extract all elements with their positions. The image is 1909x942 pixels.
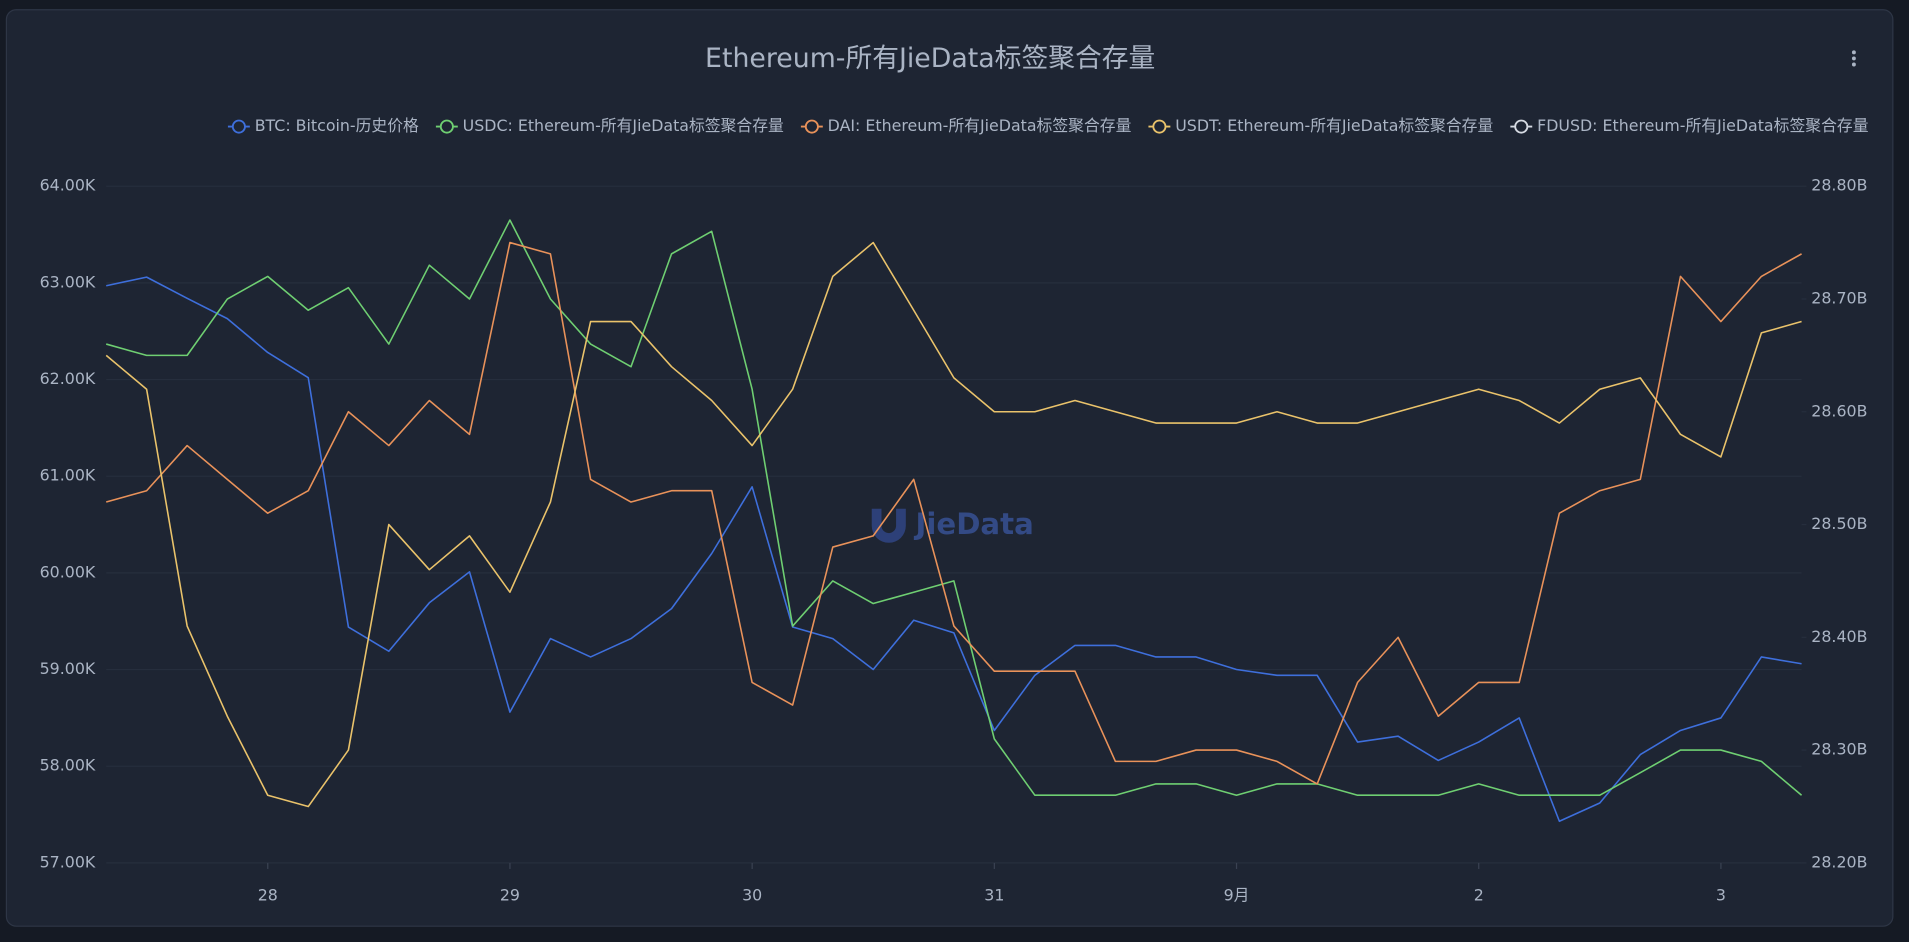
y2-tick-label: 28.70B <box>1811 288 1867 307</box>
legend-marker <box>1152 119 1167 134</box>
legend-marker <box>1514 119 1529 134</box>
series-line <box>106 276 1802 823</box>
series-line <box>105 219 1803 797</box>
series-line <box>105 241 1802 808</box>
x-tick-label: 2 <box>1474 885 1484 904</box>
legend-marker <box>231 119 246 134</box>
y-tick-label: 62.00K <box>40 369 96 388</box>
legend-item[interactable]: FDUSD: Ethereum-所有JieData标签聚合存量 <box>1510 116 1869 135</box>
y2-tick-label: 28.60B <box>1811 401 1867 420</box>
menu-button[interactable] <box>1851 50 1856 67</box>
legend-label: DAI: Ethereum-所有JieData标签聚合存量 <box>828 116 1132 135</box>
y2-tick-label: 28.30B <box>1811 740 1867 759</box>
y-tick-label: 61.00K <box>40 466 96 485</box>
x-tick-label: 30 <box>742 885 762 904</box>
y-tick-label: 58.00K <box>40 756 96 775</box>
x-tick-label: 29 <box>500 885 520 904</box>
y-tick-label: 64.00K <box>40 176 96 195</box>
legend-label: USDT: Ethereum-所有JieData标签聚合存量 <box>1175 116 1493 135</box>
watermark-text: JieData <box>914 507 1034 541</box>
x-tick-label: 28 <box>258 885 278 904</box>
legend-marker <box>804 119 819 134</box>
y-tick-label: 60.00K <box>40 562 96 581</box>
legend-label: USDC: Ethereum-所有JieData标签聚合存量 <box>463 116 784 135</box>
y2-tick-label: 28.40B <box>1811 627 1867 646</box>
legend: FDUSD: Ethereum-所有JieData标签聚合存量 USDT: Eth… <box>227 116 1869 135</box>
y2-tick-label: 28.20B <box>1811 852 1867 871</box>
legend-label: FDUSD: Ethereum-所有JieData标签聚合存量 <box>1537 116 1869 135</box>
series-line <box>105 241 1802 785</box>
legend-item[interactable]: DAI: Ethereum-所有JieData标签聚合存量 <box>800 116 1132 135</box>
chart-title: Ethereum-所有JieData标签聚合存量 <box>705 43 1155 74</box>
x-tick-label: 31 <box>984 885 1004 904</box>
y2-tick-label: 28.80B <box>1811 176 1867 195</box>
y-tick-label: 63.00K <box>40 272 96 291</box>
legend-label: BTC: Bitcoin-历史价格 <box>255 116 419 135</box>
legend-item[interactable]: USDT: Ethereum-所有JieData标签聚合存量 <box>1148 116 1493 135</box>
x-tick-label: 3 <box>1716 885 1726 904</box>
y-tick-label: 59.00K <box>40 659 96 678</box>
y-tick-label: 57.00K <box>40 852 96 871</box>
legend-item[interactable]: USDC: Ethereum-所有JieData标签聚合存量 <box>435 116 784 135</box>
legend-item[interactable]: BTC: Bitcoin-历史价格 <box>227 116 419 135</box>
legend-marker <box>439 119 454 134</box>
card <box>5 9 1894 927</box>
x-tick-label: 9月 <box>1224 885 1250 904</box>
y2-tick-label: 28.50B <box>1811 514 1867 533</box>
watermark <box>871 508 906 543</box>
